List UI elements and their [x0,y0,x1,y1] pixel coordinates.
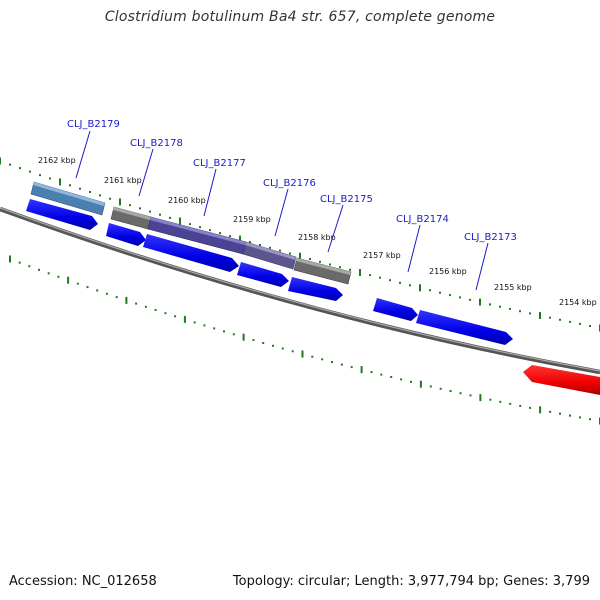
kbp-label: 2157 kbp [363,251,401,260]
gene-label-clj-b2173[interactable]: CLJ_B2173 [464,232,517,243]
feature-clj-b2179[interactable] [30,181,106,216]
map-title: Clostridium botulinum Ba4 str. 657, comp… [104,9,496,25]
kbp-label: 2162 kbp [38,156,76,165]
kbp-label: 2161 kbp [104,176,142,185]
gene-label-clj-b2175[interactable]: CLJ_B2175 [320,194,373,205]
cds-arrow-clj-b2174[interactable] [373,298,418,321]
inner-tick-ring [9,255,600,425]
genome-summary-text: Topology: circular; Length: 3,977,794 bp… [232,574,590,589]
gene-label-clj-b2179[interactable]: CLJ_B2179 [67,119,120,130]
cds-arrow-clj-b2176[interactable] [237,262,289,287]
kbp-label: 2160 kbp [168,196,206,205]
gene-label-clj-b2177[interactable]: CLJ_B2177 [193,158,246,169]
kbp-labels: 2162 kbp 2161 kbp 2160 kbp 2159 kbp 2158… [38,156,597,307]
gene-label-clj-b2176[interactable]: CLJ_B2176 [263,178,316,189]
cds-arrow-clj-b2175[interactable] [288,277,343,301]
kbp-label: 2155 kbp [494,283,532,292]
kbp-label: 2158 kbp [298,233,336,242]
kbp-label: 2154 kbp [559,298,597,307]
cds-arrow-clj-b2178[interactable] [106,223,146,246]
cds-arrow-red[interactable] [523,365,600,395]
accession-text: Accession: NC_012658 [9,574,157,589]
feature-track [30,181,352,285]
cds-arrow-clj-b2179[interactable] [26,199,98,230]
gene-labels: CLJ_B2179 CLJ_B2178 CLJ_B2177 CLJ_B2176 … [67,119,517,243]
genome-backbone [0,206,600,375]
cds-arrow-clj-b2173[interactable] [416,310,513,345]
kbp-label: 2159 kbp [233,215,271,224]
gene-label-clj-b2178[interactable]: CLJ_B2178 [130,138,183,149]
kbp-label: 2156 kbp [429,267,467,276]
feature-clj-b2176[interactable] [242,241,297,270]
cds-track [26,199,600,395]
outer-tick-ring [0,157,600,332]
gene-leaders [75,130,489,291]
cds-arrow-clj-b2177[interactable] [143,234,239,272]
gene-label-clj-b2174[interactable]: CLJ_B2174 [396,214,449,225]
